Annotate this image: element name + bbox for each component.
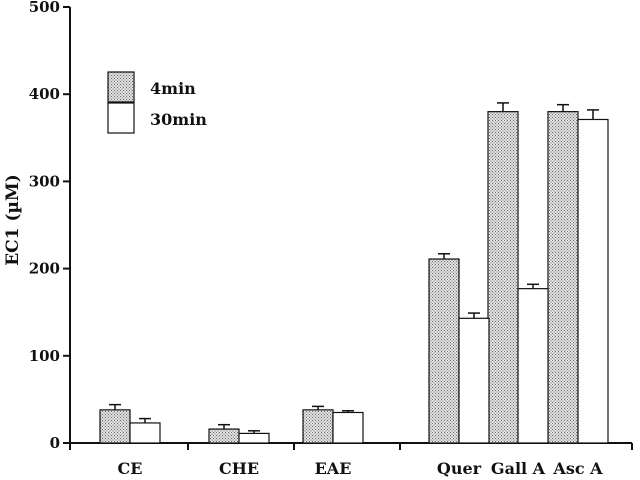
bar-30min-ce	[129, 422, 161, 444]
bar-4min-eae	[302, 409, 334, 444]
bar-30min-eae	[332, 411, 364, 444]
y-tick-label: 500	[29, 0, 60, 16]
legend-swatch-4min	[107, 71, 135, 103]
bar-4min-asc-a	[547, 111, 579, 444]
bar-4min-ce	[99, 409, 131, 444]
bar-30min-asc-a	[577, 118, 609, 444]
legend-swatch-30min	[107, 102, 135, 134]
x-tick-label: Gall A	[491, 459, 546, 478]
bar-4min-che	[208, 428, 240, 444]
x-tick-label: CHE	[219, 459, 259, 478]
x-tick-label: EAE	[315, 459, 352, 478]
legend-label-30min: 30min	[150, 110, 207, 129]
bar-30min-gall-a	[517, 288, 549, 444]
legend: 4min 30min	[107, 71, 207, 134]
bar-30min-quer	[458, 317, 490, 444]
x-tick-label: CE	[118, 459, 143, 478]
y-tick-label: 400	[29, 85, 60, 103]
bar-4min-quer	[428, 258, 460, 444]
y-tick-label: 0	[50, 434, 60, 452]
labels: 0 100 200 300 400 500 EC1 (µM) CE CHE EAE Quer Gall…	[3, 0, 603, 478]
y-tick-label: 300	[29, 172, 60, 190]
bar-30min-che	[238, 432, 270, 444]
legend-label-4min: 4min	[150, 79, 196, 98]
bar-4min-gall-a	[487, 111, 519, 444]
bars	[99, 102, 609, 444]
y-tick-label: 100	[29, 347, 60, 365]
y-tick-label: 200	[29, 260, 60, 278]
x-tick-label: Asc A	[552, 459, 603, 478]
x-tick-label: Quer	[437, 459, 482, 478]
y-axis-title: EC1 (µM)	[3, 174, 23, 266]
